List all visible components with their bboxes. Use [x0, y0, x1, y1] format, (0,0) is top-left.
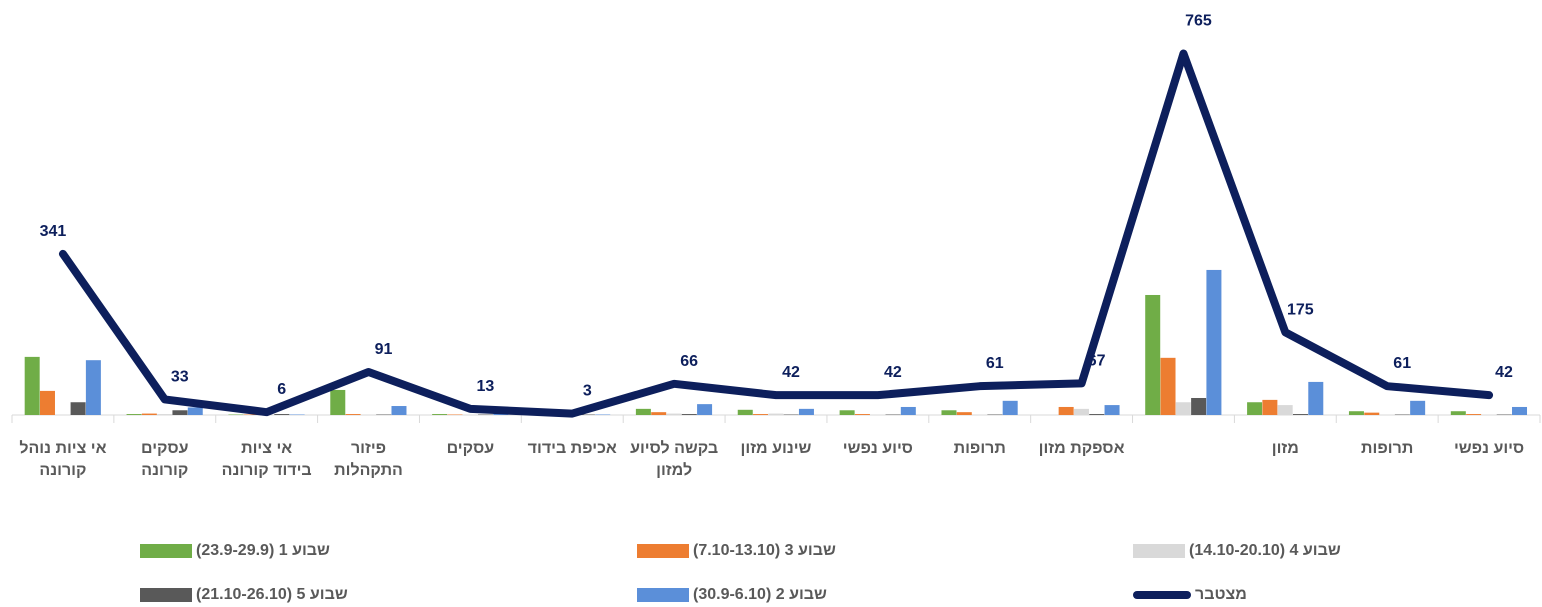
- data-label: 42: [884, 364, 902, 381]
- legend-swatch: [1133, 544, 1185, 558]
- legend-label: מצטבר: [1195, 586, 1247, 603]
- data-label: 3: [583, 383, 592, 400]
- data-label: 765: [1185, 13, 1212, 30]
- bar: [1104, 405, 1120, 415]
- x-tick-label: סיוע נפשי: [842, 440, 913, 457]
- bar: [1277, 405, 1293, 415]
- x-tick-label: עסקים קורונה: [141, 440, 189, 479]
- bar: [1466, 414, 1482, 415]
- bar: [141, 413, 157, 415]
- bar: [330, 389, 346, 415]
- bar: [432, 414, 448, 415]
- bar: [839, 410, 855, 415]
- x-tick-label: אכיפת בידוד: [527, 440, 617, 457]
- x-tick-label: אי ציות בידוד קורונה: [221, 440, 312, 479]
- bar: [941, 410, 957, 415]
- legend-swatch: [637, 544, 689, 558]
- bar: [1206, 269, 1222, 415]
- legend-item: שבוע 5 (21.10-26.10): [140, 586, 348, 604]
- legend-label: שבוע 4 (14.10-20.10): [1189, 542, 1341, 559]
- bar: [1292, 414, 1308, 415]
- data-label: 6: [277, 381, 286, 398]
- bar: [39, 390, 55, 415]
- x-tick-label: אי ציות נוהל קורונה: [19, 440, 107, 479]
- legend-label: שבוע 2 (30.9-6.10): [693, 586, 827, 603]
- legend-item: שבוע 4 (14.10-20.10): [1133, 542, 1341, 560]
- x-tick-label: בקשה לסיוע למזון: [630, 440, 719, 479]
- legend-swatch: [637, 588, 689, 602]
- bar: [956, 412, 972, 415]
- data-label: 91: [375, 341, 393, 358]
- bar: [126, 414, 142, 415]
- bar: [1002, 400, 1018, 415]
- x-tick-label: תרופות: [953, 440, 1006, 457]
- bar: [1175, 402, 1191, 415]
- bar: [681, 414, 697, 415]
- bar: [798, 408, 814, 415]
- bar: [900, 406, 916, 415]
- bar: [1308, 381, 1324, 415]
- bar: [493, 413, 509, 415]
- bar: [157, 414, 173, 415]
- bar: [697, 404, 713, 415]
- x-tick-label: עסקים: [446, 440, 495, 457]
- bar: [187, 407, 203, 415]
- bar: [768, 413, 784, 415]
- bar: [1364, 412, 1380, 415]
- bar: [1262, 399, 1278, 415]
- bar: [737, 409, 753, 415]
- bar: [854, 414, 870, 415]
- legend-item: מצטבר: [1133, 586, 1247, 604]
- legend-item: שבוע 2 (30.9-6.10): [637, 586, 827, 604]
- bar: [753, 414, 769, 415]
- data-label: 61: [1393, 355, 1411, 372]
- bar: [1512, 406, 1528, 415]
- x-tick-label: תרופות: [1361, 440, 1414, 457]
- bar: [1145, 294, 1161, 415]
- bar: [635, 408, 651, 415]
- bar: [1089, 414, 1105, 415]
- bar: [345, 414, 361, 415]
- line: [58, 49, 1494, 418]
- bar: [1410, 400, 1426, 415]
- data-label: 341: [40, 223, 67, 240]
- data-label: 66: [680, 353, 698, 370]
- bar: [24, 356, 40, 415]
- data-label: 13: [477, 378, 495, 395]
- bar: [70, 402, 86, 415]
- bar: [1247, 402, 1263, 415]
- data-label: 61: [986, 355, 1004, 372]
- x-tick-label: מזון: [1271, 440, 1299, 457]
- bar: [1348, 411, 1364, 415]
- bar: [1073, 408, 1089, 415]
- legend-swatch: [140, 544, 192, 558]
- data-label: 42: [1495, 364, 1513, 381]
- legend-label: שבוע 1 (23.9-29.9): [196, 542, 330, 559]
- bar: [1450, 411, 1466, 415]
- bar: [651, 412, 667, 415]
- x-tick-label: אספקת מזון: [1038, 440, 1125, 457]
- bar: [1191, 397, 1207, 415]
- legend-label: שבוע 3 (7.10-13.10): [693, 542, 836, 559]
- bar: [391, 406, 407, 415]
- data-label: 175: [1287, 301, 1314, 318]
- legend-swatch: [1133, 591, 1191, 599]
- bar: [274, 414, 290, 415]
- bar: [1058, 406, 1074, 415]
- data-label: 42: [782, 364, 800, 381]
- legend-item: שבוע 3 (7.10-13.10): [637, 542, 836, 560]
- bar: [666, 413, 682, 415]
- bar: [1160, 357, 1176, 415]
- legend-item: שבוע 1 (23.9-29.9): [140, 542, 330, 560]
- x-tick-label: פיזור התקהלות: [334, 440, 403, 479]
- bar: [85, 360, 101, 415]
- legend-label: שבוע 5 (21.10-26.10): [196, 586, 348, 603]
- data-label: 33: [171, 368, 189, 385]
- x-tick-label: שינוע מזון: [740, 440, 812, 457]
- bar: [172, 410, 188, 415]
- legend-swatch: [140, 588, 192, 602]
- x-tick-label: סיוע נפשי: [1453, 440, 1525, 457]
